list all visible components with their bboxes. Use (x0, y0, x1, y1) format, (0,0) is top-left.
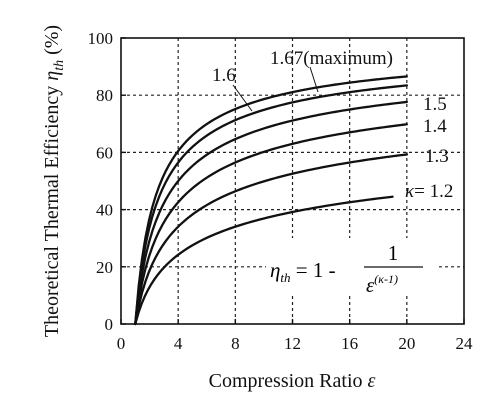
leader-line-1-67 (309, 66, 319, 93)
efficiency-formula: ηth = 1 - 1 ε(κ-1) (266, 238, 438, 297)
x-tick-label: 12 (284, 334, 301, 353)
x-tick-label: 4 (174, 334, 183, 353)
label-kappa-1-67: 1.67(maximum) (270, 48, 393, 69)
series-labels: 1.67(maximum) 1.6 1.5 1.4 1.3 κ= 1.2 (212, 48, 453, 202)
x-tick-label: 16 (341, 334, 358, 353)
x-tick-label: 20 (398, 334, 415, 353)
y-tick-label: 100 (88, 29, 114, 48)
label-kappa-1-3: 1.3 (425, 146, 449, 167)
series-curve-1-6 (134, 84, 408, 326)
x-tick-label: 24 (456, 334, 474, 353)
formula-numerator: 1 (388, 241, 399, 265)
y-axis-title: Theoretical Thermal Efficiency ηth (%) (41, 25, 67, 337)
y-tick-label: 0 (105, 315, 114, 334)
label-kappa-1-5: 1.5 (423, 94, 447, 115)
formula-equals: = 1 - (291, 258, 336, 282)
x-axis-title-text: Compression Ratio (209, 370, 368, 392)
y-tick-label: 80 (96, 86, 113, 105)
formula-eta-sub: th (280, 270, 290, 285)
series-curve-1-3 (134, 153, 408, 326)
x-axis-symbol: ε (368, 370, 376, 392)
series-curve-1-4 (134, 123, 408, 326)
y-axis-unit: (%) (41, 25, 63, 60)
y-axis-symbol: η (41, 71, 63, 81)
formula-lhs: ηth = 1 - (270, 258, 336, 285)
axis-ticks: 0 4 8 12 16 20 24 0 20 40 60 80 100 (88, 29, 474, 353)
y-axis-title-text: Theoretical Thermal Efficiency (41, 81, 63, 337)
formula-epsilon: ε (366, 273, 375, 297)
kappa-1-2-value: = 1.2 (414, 181, 453, 202)
leader-line-1-6 (232, 84, 253, 112)
series-curve-1-5 (134, 100, 408, 326)
y-tick-label: 20 (96, 258, 113, 277)
formula-exponent: (κ-1) (374, 272, 398, 286)
series-curve-1-67 (134, 75, 408, 326)
formula-eta: η (270, 258, 280, 282)
label-kappa-1-6: 1.6 (212, 65, 236, 86)
x-tick-label: 8 (231, 334, 240, 353)
kappa-symbol: κ (405, 181, 415, 202)
x-axis-title: Compression Ratio ε (209, 370, 376, 392)
series-curve-1-2 (134, 195, 394, 326)
y-tick-label: 60 (96, 143, 113, 162)
y-axis-subscript: th (52, 60, 67, 71)
label-kappa-1-2: κ= 1.2 (405, 181, 453, 202)
series-curves (134, 75, 408, 326)
formula-denominator: ε(κ-1) (366, 272, 398, 297)
x-tick-label: 0 (117, 334, 126, 353)
label-kappa-1-4: 1.4 (423, 116, 447, 137)
y-tick-label: 40 (96, 201, 113, 220)
